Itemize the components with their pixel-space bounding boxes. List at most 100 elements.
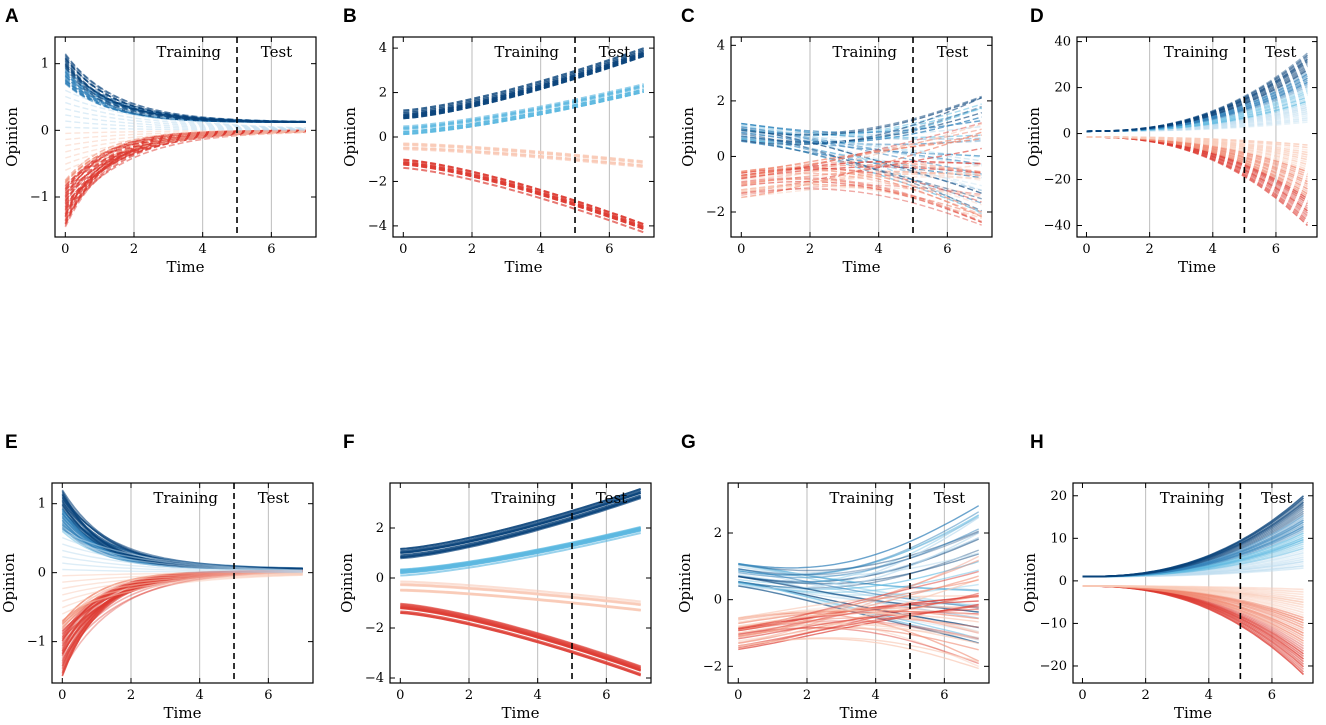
panel-f: F Training Test 0 2 4 6 −4 −2 0 2 Time Opinion — [338, 432, 652, 722]
curve-b-16 — [403, 89, 644, 134]
xtick-label-f-2: 2 — [465, 688, 473, 703]
xtick-label-c-2: 2 — [806, 242, 814, 257]
xtick-label-e-0: 0 — [58, 688, 66, 703]
curve-g-5 — [738, 569, 979, 614]
ytick-label-e-2: 1 — [38, 497, 46, 512]
curve-g-39 — [738, 626, 979, 651]
curve-c-6 — [741, 116, 982, 144]
test-label-h: Test — [1261, 489, 1292, 507]
panel-letter-g: G — [681, 432, 696, 453]
ylabel-h: Opinion — [1021, 553, 1039, 613]
curve-g-60 — [738, 627, 979, 642]
curve-f-3 — [400, 487, 642, 550]
xtick-label-b-4: 4 — [537, 242, 545, 257]
xlabel-f: Time — [502, 704, 540, 722]
xtick-label-h-6: 6 — [1268, 688, 1276, 703]
curves-h — [1082, 495, 1305, 676]
curve-c-65 — [741, 180, 982, 224]
xtick-label-b-0: 0 — [399, 242, 407, 257]
curve-f-39 — [400, 605, 642, 670]
test-label-e: Test — [258, 489, 289, 507]
curve-f-2 — [400, 490, 642, 553]
curve-b-36 — [403, 161, 645, 228]
ytick-label-h-4: 20 — [1050, 489, 1067, 504]
ytick-label-b-0: −4 — [368, 219, 387, 234]
curve-f-29 — [400, 583, 641, 606]
curve-c-66 — [741, 134, 982, 177]
training-label-a: Training — [156, 43, 221, 61]
panel-g: G Training Test 0 2 4 6 −2 0 2 Time Opinion — [676, 432, 990, 722]
xtick-label-a-4: 4 — [199, 242, 207, 257]
xtick-label-f-6: 6 — [602, 688, 610, 703]
test-label-g: Test — [934, 489, 965, 507]
xtick-label-g-4: 4 — [872, 688, 880, 703]
panel-h: H Training Test 0 2 4 6 −20 −10 0 10 20 Time Opinion — [1021, 432, 1314, 722]
curve-c-14 — [741, 138, 982, 214]
xlabel-e: Time — [164, 704, 202, 722]
curve-f-37 — [400, 603, 642, 668]
ytick-label-h-3: 10 — [1050, 531, 1067, 546]
curve-b-39 — [403, 163, 645, 231]
curve-c-30 — [741, 139, 982, 200]
curve-c-58 — [741, 184, 982, 219]
training-label-g: Training — [829, 489, 894, 507]
ylabel-d: Opinion — [1025, 107, 1043, 167]
curve-c-34 — [741, 131, 982, 199]
xtick-label-e-2: 2 — [127, 688, 135, 703]
curve-a-59 — [64, 129, 306, 217]
curve-f-22 — [400, 584, 641, 607]
ytick-label-c-1: 0 — [717, 149, 725, 164]
curve-b-21 — [403, 144, 644, 164]
xtick-label-h-4: 4 — [1205, 688, 1213, 703]
curve-a-67 — [64, 130, 306, 228]
xtick-label-b-6: 6 — [605, 242, 613, 257]
ylabel-e: Opinion — [0, 553, 18, 613]
curve-b-5 — [403, 47, 645, 112]
ytick-label-f-1: −2 — [365, 621, 384, 636]
frame-h — [1072, 482, 1314, 684]
training-label-b: Training — [494, 43, 559, 61]
curve-b-3 — [403, 53, 645, 119]
ytick-label-h-0: −20 — [1040, 659, 1067, 674]
curve-g-31 — [738, 575, 979, 613]
curve-c-39 — [741, 123, 982, 186]
curve-h-67 — [1082, 585, 1304, 591]
training-label-d: Training — [1164, 43, 1229, 61]
curve-g-32 — [738, 505, 980, 569]
curve-c-9 — [741, 112, 982, 143]
curve-c-59 — [741, 188, 982, 226]
curve-g-62 — [738, 609, 979, 633]
curve-b-38 — [403, 166, 645, 234]
curve-g-24 — [738, 511, 980, 576]
curve-c-62 — [741, 166, 982, 179]
curve-g-9 — [738, 553, 979, 585]
xtick-label-f-4: 4 — [534, 688, 542, 703]
ytick-label-a-1: 0 — [41, 123, 49, 138]
curve-a-30 — [64, 55, 306, 123]
curve-f-38 — [400, 606, 642, 671]
ytick-label-b-4: 4 — [379, 41, 387, 56]
curves-a — [64, 53, 306, 228]
curve-f-12 — [400, 532, 641, 577]
curve-f-4 — [400, 497, 642, 560]
curve-c-64 — [741, 172, 982, 216]
curve-g-29 — [738, 516, 980, 589]
training-label-c: Training — [832, 43, 897, 61]
curve-g-19 — [738, 552, 979, 577]
curve-c-31 — [741, 133, 982, 212]
ylabel-f: Opinion — [338, 553, 356, 613]
ytick-label-g-2: 2 — [714, 526, 722, 541]
curve-c-63 — [741, 122, 982, 180]
xtick-label-g-0: 0 — [734, 688, 742, 703]
curves-d — [1086, 52, 1309, 227]
curve-g-17 — [738, 530, 979, 572]
curve-a-57 — [64, 131, 306, 214]
ytick-label-b-3: 2 — [379, 86, 387, 101]
ytick-label-f-2: 0 — [376, 571, 384, 586]
curve-c-32 — [741, 96, 982, 136]
curve-f-27 — [400, 589, 641, 612]
panel-d: D Training Test 0 2 4 6 −40 −20 0 20 40 Time Opinion — [1025, 6, 1318, 276]
curve-a-33 — [64, 53, 306, 123]
frame-d — [1076, 36, 1318, 238]
